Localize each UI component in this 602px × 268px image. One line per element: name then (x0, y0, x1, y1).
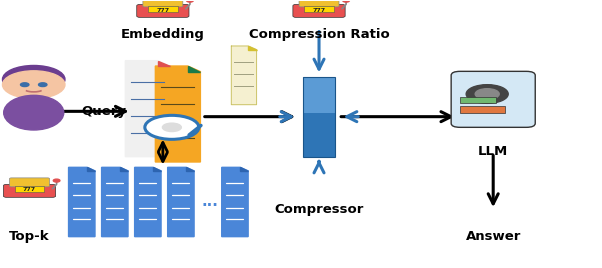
Text: Embedding: Embedding (121, 28, 205, 40)
Circle shape (54, 179, 60, 182)
Polygon shape (155, 66, 200, 162)
Circle shape (466, 85, 508, 103)
Circle shape (163, 123, 181, 132)
Polygon shape (87, 167, 95, 171)
Polygon shape (158, 61, 170, 66)
Polygon shape (186, 167, 194, 171)
FancyBboxPatch shape (303, 113, 335, 157)
Polygon shape (125, 61, 170, 157)
Text: 777: 777 (157, 8, 169, 13)
FancyBboxPatch shape (137, 5, 189, 17)
FancyBboxPatch shape (10, 178, 49, 187)
Circle shape (343, 0, 349, 2)
Polygon shape (135, 167, 161, 237)
Circle shape (2, 65, 65, 93)
Text: LLM: LLM (478, 145, 508, 158)
Polygon shape (69, 167, 95, 237)
FancyBboxPatch shape (460, 97, 496, 103)
Polygon shape (120, 167, 128, 171)
FancyBboxPatch shape (14, 187, 45, 192)
Text: ...: ... (201, 195, 218, 210)
Polygon shape (231, 46, 256, 105)
FancyBboxPatch shape (299, 0, 339, 7)
Polygon shape (249, 46, 256, 50)
FancyBboxPatch shape (460, 106, 505, 113)
Circle shape (187, 0, 193, 2)
FancyBboxPatch shape (303, 77, 335, 113)
Polygon shape (168, 167, 194, 237)
FancyBboxPatch shape (4, 184, 55, 197)
Text: 777: 777 (312, 8, 326, 13)
FancyBboxPatch shape (304, 6, 334, 12)
Text: Answer: Answer (465, 230, 521, 243)
Text: Query: Query (81, 105, 126, 118)
Ellipse shape (4, 95, 64, 130)
Polygon shape (188, 66, 200, 72)
Polygon shape (153, 167, 161, 171)
Text: 777: 777 (23, 188, 36, 192)
Text: Compressor: Compressor (275, 203, 364, 217)
Circle shape (20, 83, 29, 87)
Polygon shape (222, 167, 248, 237)
FancyBboxPatch shape (451, 71, 535, 127)
Text: Compression Ratio: Compression Ratio (249, 28, 389, 40)
Circle shape (475, 89, 499, 99)
FancyBboxPatch shape (143, 0, 183, 7)
Circle shape (2, 71, 65, 99)
Polygon shape (240, 167, 248, 171)
FancyBboxPatch shape (293, 5, 345, 17)
Polygon shape (102, 167, 128, 237)
Circle shape (145, 115, 199, 139)
Circle shape (39, 83, 47, 87)
Text: Top-k: Top-k (9, 230, 50, 243)
FancyBboxPatch shape (148, 6, 178, 12)
